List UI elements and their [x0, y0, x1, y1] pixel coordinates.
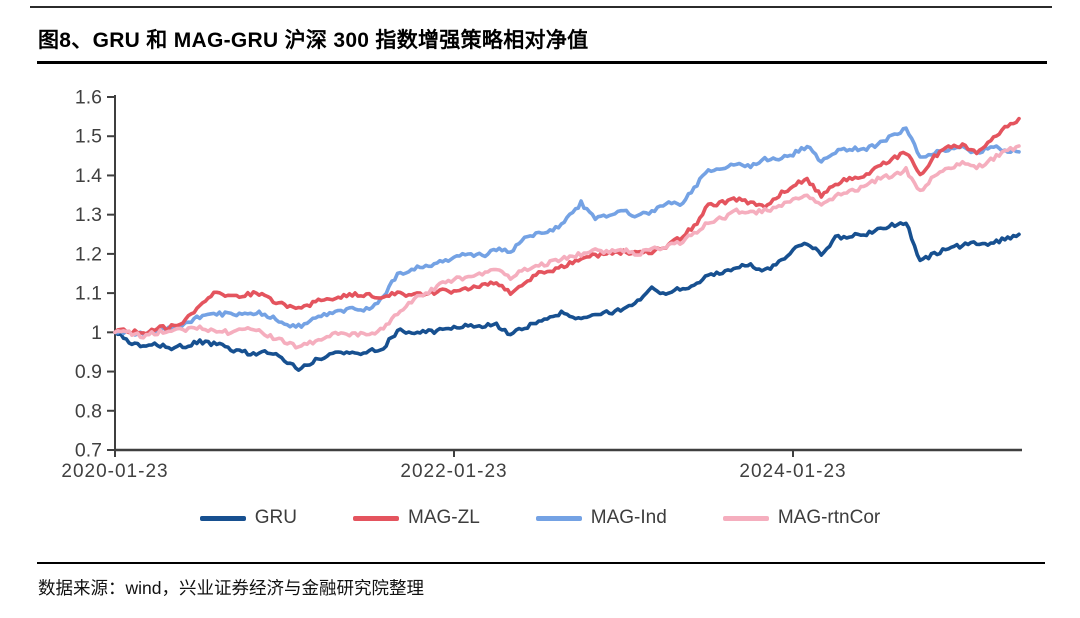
- legend-item: MAG-Ind: [535, 507, 667, 529]
- data-source-note: 数据来源：wind，兴业证券经济与金融研究院整理: [38, 578, 424, 598]
- y-tick-label: 0.9: [75, 361, 102, 383]
- legend-swatch-mag-ind: [535, 515, 582, 521]
- series-line-MAG-Ind: [113, 126, 1021, 337]
- top-rule: [30, 6, 1052, 8]
- legend-item: GRU: [199, 507, 297, 529]
- bottom-rule: [37, 562, 1045, 564]
- y-tick-label: 1.6: [75, 87, 102, 109]
- y-tick-label: 1.2: [75, 243, 102, 265]
- legend-label-gru: GRU: [254, 507, 297, 528]
- legend-swatch-mag-zl: [353, 515, 399, 521]
- y-tick-label: 0.8: [75, 400, 102, 422]
- y-tick-label: 1.1: [75, 283, 102, 305]
- series-line-MAG-rtnCor: [113, 144, 1021, 350]
- y-tick-label: 0.7: [75, 440, 102, 462]
- series-line-MAG-ZL: [113, 116, 1021, 336]
- legend-item: MAG-rtnCor: [722, 507, 881, 529]
- legend-swatch-gru: [199, 515, 246, 521]
- y-tick-label: 1.4: [75, 165, 102, 187]
- legend-label-mag-zl: MAG-ZL: [408, 507, 480, 528]
- x-tick-label: 2020-01-23: [61, 461, 168, 482]
- y-tick-label: 1.5: [75, 126, 102, 148]
- legend-swatch-mag-rtncor: [722, 515, 769, 521]
- y-tick-label: 1: [91, 322, 102, 344]
- legend-item: MAG-ZL: [353, 507, 480, 529]
- series-line-GRU: [113, 221, 1021, 372]
- y-tick-label: 1.3: [75, 204, 102, 226]
- legend-label-mag-rtncor: MAG-rtnCor: [777, 507, 881, 528]
- title-underline: [37, 61, 1047, 64]
- chart-legend: GRU MAG-ZL MAG-Ind MAG-rtnCor: [0, 507, 1080, 529]
- x-tick-label: 2022-01-23: [400, 461, 507, 482]
- legend-label-mag-ind: MAG-Ind: [590, 507, 667, 528]
- x-tick-label: 2024-01-23: [739, 461, 846, 482]
- figure-title: 图8、GRU 和 MAG-GRU 沪深 300 指数增强策略相对净值: [38, 29, 589, 52]
